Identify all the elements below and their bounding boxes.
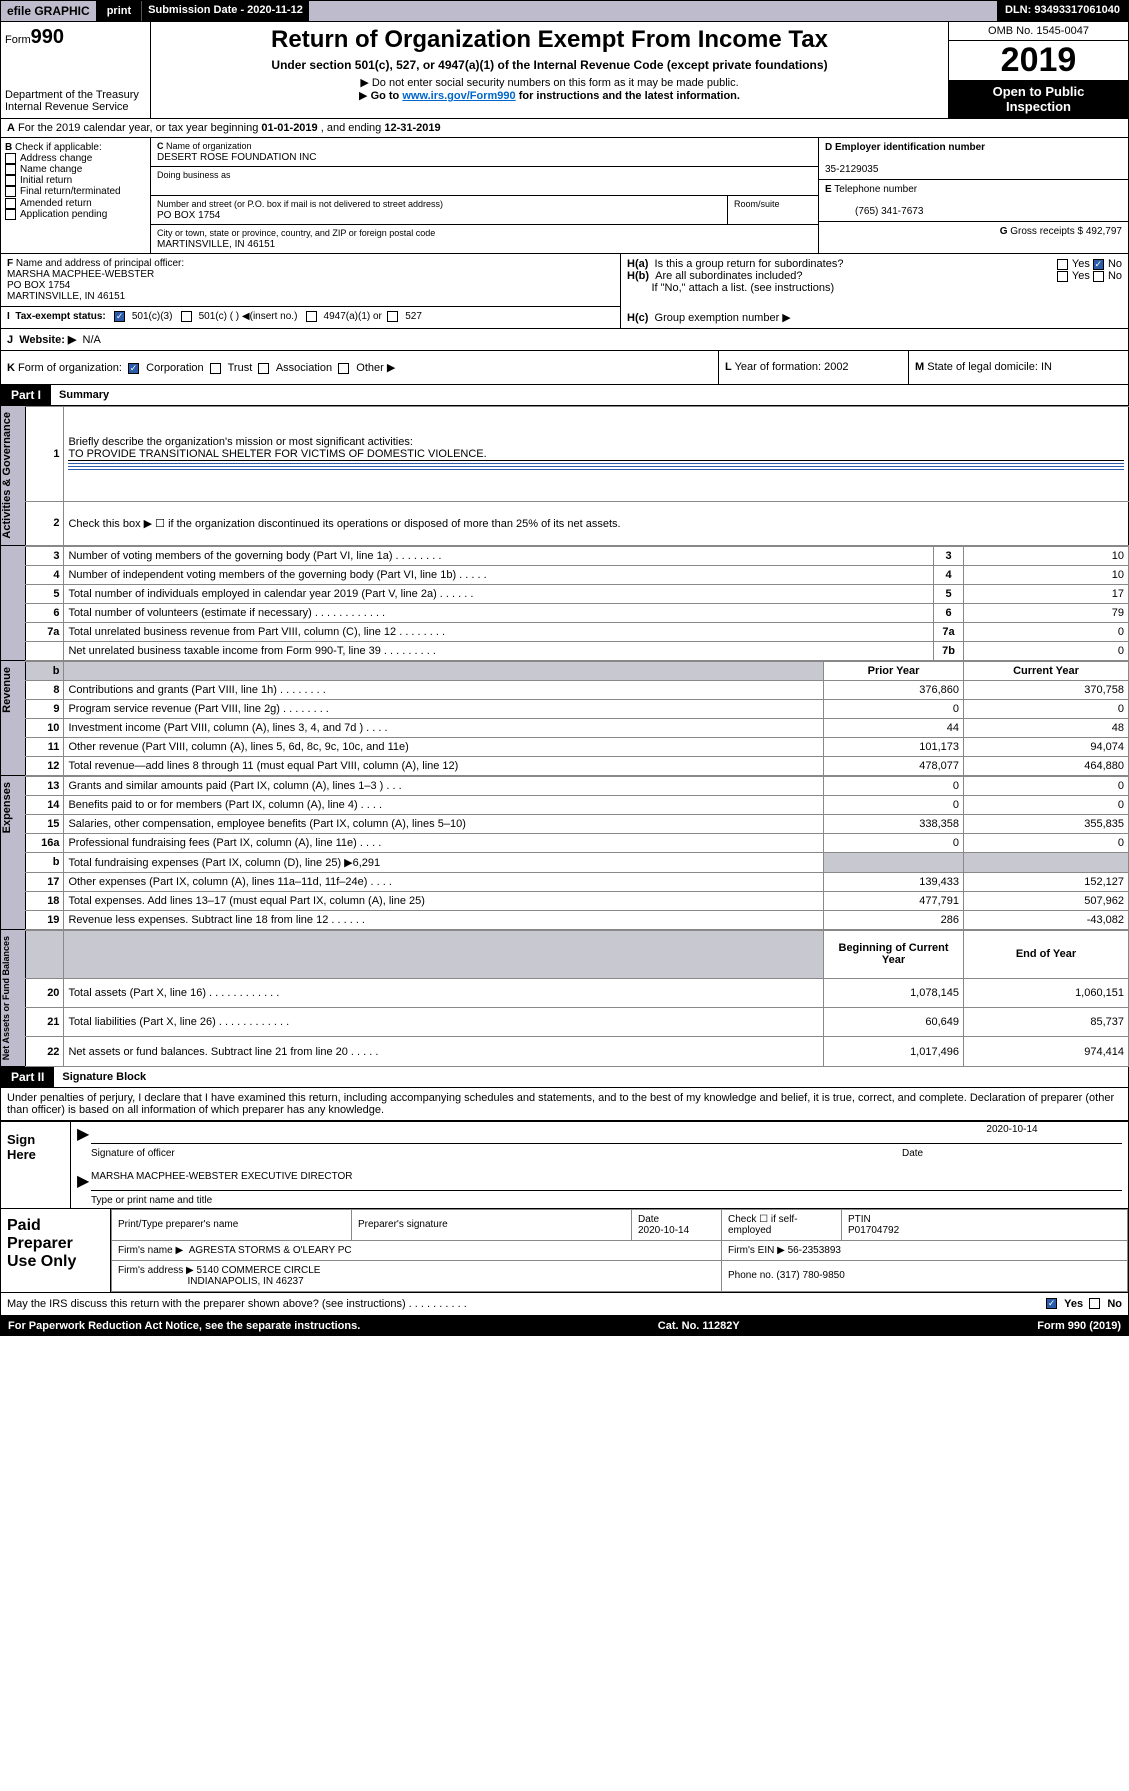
gross-receipts: 492,797 <box>1086 226 1122 237</box>
efile-label: efile GRAPHIC <box>1 1 97 21</box>
url-hint: ▶ Go to www.irs.gov/Form990 for instruct… <box>155 89 944 102</box>
net-assets-table: Beginning of Current YearEnd of Year 20T… <box>25 930 1129 1067</box>
side-net-assets: Net Assets or Fund Balances <box>1 930 11 1066</box>
form-number: Form990 <box>5 26 146 49</box>
ssn-hint: Do not enter social security numbers on … <box>155 76 944 89</box>
paid-preparer-block: Paid Preparer Use Only Print/Type prepar… <box>0 1209 1129 1293</box>
block-fhij: F Name and address of principal officer:… <box>0 254 1129 351</box>
revenue-table: bPrior YearCurrent Year 8Contributions a… <box>25 661 1129 776</box>
chk-corp[interactable] <box>128 363 139 374</box>
chk-assoc[interactable] <box>258 363 269 374</box>
sign-here-label: Sign Here <box>1 1122 71 1208</box>
chk-amended[interactable] <box>5 198 16 209</box>
irs-link[interactable]: www.irs.gov/Form990 <box>402 90 515 102</box>
row-klm: K Form of organization: Corporation Trus… <box>0 351 1129 385</box>
dept-irs: Internal Revenue Service <box>5 101 146 113</box>
officer-name: MARSHA MACPHEE-WEBSTER <box>7 269 154 280</box>
form-subtitle: Under section 501(c), 527, or 4947(a)(1)… <box>155 58 944 72</box>
chk-name-change[interactable] <box>5 164 16 175</box>
chk-527[interactable] <box>387 311 398 322</box>
side-expenses: Expenses <box>1 776 13 839</box>
mission: TO PROVIDE TRANSITIONAL SHELTER FOR VICT… <box>68 448 1124 461</box>
side-governance: Activities & Governance <box>1 406 13 545</box>
form-header: Form990 Department of the Treasury Inter… <box>0 22 1129 119</box>
firm-ein: 56-2353893 <box>788 1245 841 1256</box>
chk-hb-no[interactable] <box>1093 271 1104 282</box>
entity-block: B Check if applicable: Address change Na… <box>0 138 1129 254</box>
phone: (765) 341-7673 <box>825 206 923 217</box>
firm-phone: (317) 780-9850 <box>776 1270 844 1281</box>
dept-treasury: Department of the Treasury <box>5 89 146 101</box>
discuss-row: May the IRS discuss this return with the… <box>0 1293 1129 1316</box>
part2-header: Part II <box>1 1067 54 1087</box>
website: N/A <box>83 334 101 346</box>
chk-501c3[interactable] <box>114 311 125 322</box>
gov-numeric-table: 3Number of voting members of the governi… <box>25 546 1129 661</box>
expenses-table: 13Grants and similar amounts paid (Part … <box>25 776 1129 930</box>
box-b: B Check if applicable: Address change Na… <box>1 138 151 253</box>
chk-trust[interactable] <box>210 363 221 374</box>
org-address: PO BOX 1754 <box>157 210 220 221</box>
submission-label: Submission Date - 2020-11-12 <box>142 1 309 21</box>
chk-4947[interactable] <box>306 311 317 322</box>
year-formation: 2002 <box>824 361 848 373</box>
chk-address-change[interactable] <box>5 153 16 164</box>
perjury-declaration: Under penalties of perjury, I declare th… <box>1 1088 1128 1120</box>
omb-number: OMB No. 1545-0047 <box>949 22 1128 41</box>
chk-other[interactable] <box>338 363 349 374</box>
org-name: DESERT ROSE FOUNDATION INC <box>157 152 316 163</box>
print-button[interactable]: print <box>97 1 142 21</box>
footer: For Paperwork Reduction Act Notice, see … <box>0 1316 1129 1336</box>
ein: 35-2129035 <box>825 164 878 175</box>
firm-name: AGRESTA STORMS & O'LEARY PC <box>189 1245 352 1256</box>
chk-initial-return[interactable] <box>5 175 16 186</box>
dln: DLN: 93493317061040 <box>997 1 1128 21</box>
org-city: MARTINSVILLE, IN 46151 <box>157 239 275 250</box>
tax-year: 2019 <box>949 41 1128 80</box>
governance-table: 1 Briefly describe the organization's mi… <box>25 406 1129 546</box>
officer-signature: MARSHA MACPHEE-WEBSTER EXECUTIVE DIRECTO… <box>91 1171 1122 1191</box>
chk-501c[interactable] <box>181 311 192 322</box>
row-a-period: A For the 2019 calendar year, or tax yea… <box>0 119 1129 138</box>
chk-final-return[interactable] <box>5 186 16 197</box>
chk-discuss-no[interactable] <box>1089 1298 1100 1309</box>
form-title: Return of Organization Exempt From Incom… <box>155 26 944 54</box>
state-domicile: IN <box>1041 361 1052 373</box>
chk-app-pending[interactable] <box>5 209 16 220</box>
chk-discuss-yes[interactable] <box>1046 1298 1057 1309</box>
chk-ha-no[interactable] <box>1093 259 1104 270</box>
part1-header: Part I <box>1 385 51 405</box>
top-bar: efile GRAPHIC print Submission Date - 20… <box>0 0 1129 22</box>
open-inspection: Open to PublicInspection <box>949 80 1128 118</box>
chk-hb-yes[interactable] <box>1057 271 1068 282</box>
chk-ha-yes[interactable] <box>1057 259 1068 270</box>
side-revenue: Revenue <box>1 661 13 719</box>
ptin: P01704792 <box>848 1225 899 1236</box>
